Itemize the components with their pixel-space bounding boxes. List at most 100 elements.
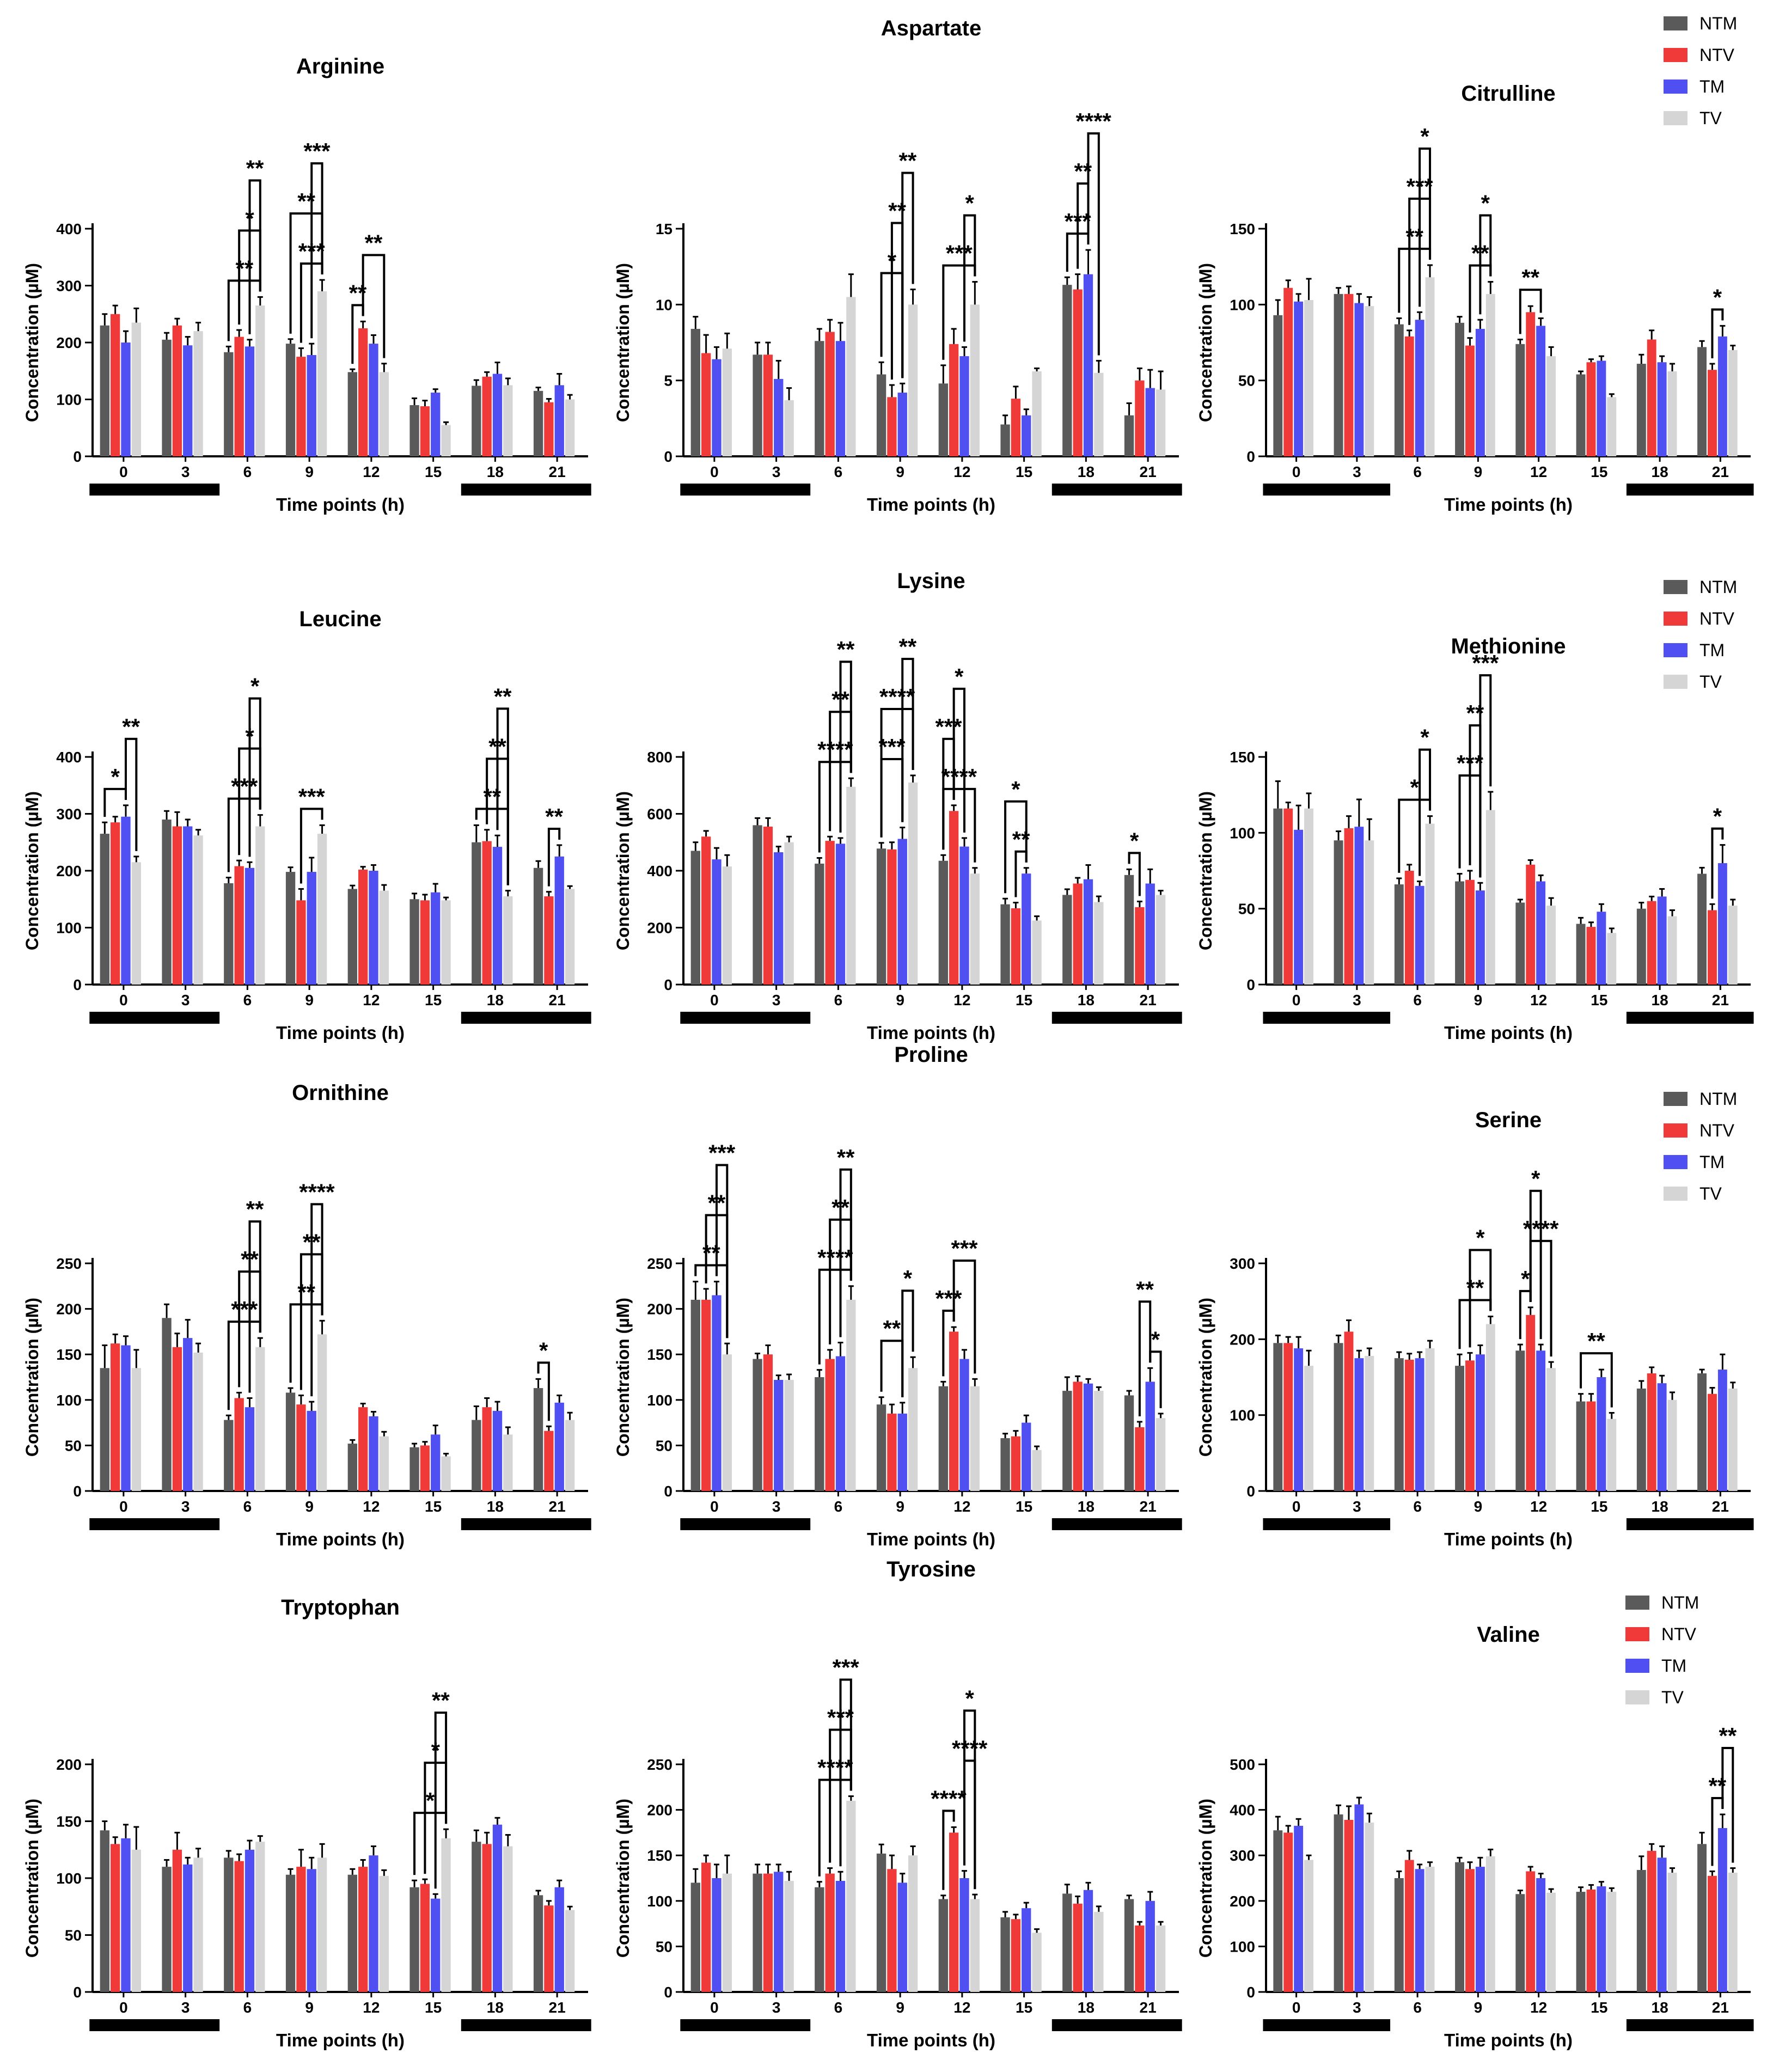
bar-ntm xyxy=(1062,1893,1072,1992)
y-tick-label: 150 xyxy=(1230,749,1255,766)
legend-label: NTV xyxy=(1699,609,1735,628)
x-axis-label: Time points (h) xyxy=(276,1529,405,1549)
x-tick-label: 3 xyxy=(1353,463,1361,480)
x-axis-label: Time points (h) xyxy=(867,1529,995,1549)
bar-tv xyxy=(255,1347,265,1491)
bar-tv xyxy=(565,1910,575,1992)
bar-tv xyxy=(1094,902,1104,985)
x-tick-label: 21 xyxy=(1712,1498,1729,1515)
y-axis-label: Concentration (µM) xyxy=(613,263,633,422)
x-tick-label: 21 xyxy=(1712,1999,1729,2016)
y-tick-label: 100 xyxy=(1230,1938,1255,1955)
significance-label: * xyxy=(965,191,974,216)
x-tick-label: 9 xyxy=(896,1498,904,1515)
bar-ntm xyxy=(285,872,296,985)
bar-tv xyxy=(1304,1860,1313,1992)
bar-tm xyxy=(1354,827,1364,985)
dark-period-bar xyxy=(680,1518,811,1530)
bar-tv xyxy=(503,1434,513,1491)
y-tick-label: 150 xyxy=(647,1346,672,1363)
significance-bracket xyxy=(413,1812,448,1875)
dark-period-bar xyxy=(1626,484,1754,496)
bar-tv xyxy=(1032,1450,1042,1491)
x-tick-label: 12 xyxy=(953,1498,970,1515)
bar-tm xyxy=(492,1410,503,1491)
significance-bracket xyxy=(1469,1249,1492,1348)
dark-period-bar xyxy=(461,484,591,496)
y-tick-label: 0 xyxy=(1246,448,1255,465)
significance-label: **** xyxy=(299,1179,335,1205)
bar-tv xyxy=(1155,1925,1166,1992)
bar-tv xyxy=(1728,350,1738,456)
significance-bracket xyxy=(434,1712,448,1889)
legend-swatch xyxy=(1625,1596,1649,1610)
bar-tm xyxy=(1717,863,1727,985)
x-tick-label: 0 xyxy=(710,1999,719,2016)
x-tick-label: 9 xyxy=(1474,992,1483,1009)
bar-ntm xyxy=(1000,1917,1010,1992)
dark-period-bar xyxy=(461,1012,591,1024)
x-tick-label: 6 xyxy=(243,1999,252,2016)
significance-label: **** xyxy=(879,684,915,710)
bar-ntm xyxy=(1062,1391,1072,1491)
bar-tm xyxy=(369,871,378,985)
significance-bracket xyxy=(227,1321,261,1410)
significance-bracket xyxy=(839,1168,852,1337)
significance-bracket xyxy=(963,214,976,342)
x-axis-label: Time points (h) xyxy=(1444,1023,1573,1043)
bar-ntv xyxy=(358,1867,368,1992)
legend-swatch xyxy=(1625,1690,1649,1704)
bar-tm xyxy=(1536,1350,1546,1491)
bar-tv xyxy=(193,1857,203,1992)
x-tick-label: 0 xyxy=(710,1498,719,1515)
significance-label: * xyxy=(1151,1327,1160,1352)
x-tick-label: 21 xyxy=(549,1498,566,1515)
panel-title: Methionine xyxy=(1451,634,1566,658)
y-axis-label: Concentration (µM) xyxy=(22,1799,42,1958)
significance-label: ** xyxy=(246,155,264,181)
bar-ntv xyxy=(482,376,492,456)
x-tick-label: 9 xyxy=(1474,463,1483,480)
y-tick-label: 150 xyxy=(56,1346,82,1363)
bar-tm xyxy=(959,356,969,456)
panel-leucine: Leucine 0 100 200 300 400 Concentration (µM) 0 3… xyxy=(22,607,591,1043)
x-tick-label: 15 xyxy=(1016,992,1032,1009)
bar-tm xyxy=(897,839,907,985)
significance-bracket xyxy=(289,1303,323,1383)
x-tick-label: 21 xyxy=(1140,463,1157,480)
bar-ntm xyxy=(472,1420,481,1491)
bar-tm xyxy=(774,852,784,985)
bar-tv xyxy=(722,866,732,985)
significance-bracket xyxy=(310,162,323,339)
bar-ntm xyxy=(162,339,172,456)
bar-tm xyxy=(1354,1358,1364,1491)
x-tick-label: 0 xyxy=(119,1498,128,1515)
y-tick-label: 500 xyxy=(1230,1756,1255,1773)
y-tick-label: 300 xyxy=(1230,1255,1255,1272)
y-tick-label: 100 xyxy=(1230,296,1255,313)
bar-tv xyxy=(1667,1399,1677,1491)
significance-label: * xyxy=(539,1337,548,1363)
bar-tm xyxy=(774,378,784,456)
significance-bracket xyxy=(227,279,261,341)
bar-tm xyxy=(1597,1886,1606,1992)
significance-bracket xyxy=(942,787,976,863)
bar-tv xyxy=(1607,397,1617,456)
bar-ntm xyxy=(285,344,296,456)
x-tick-label: 3 xyxy=(772,1999,781,2016)
x-tick-label: 21 xyxy=(1712,992,1729,1009)
x-tick-label: 15 xyxy=(425,1999,442,2016)
bar-ntv xyxy=(825,1359,835,1491)
bar-ntv xyxy=(1526,312,1536,456)
bar-tv xyxy=(317,1334,327,1491)
significance-bracket xyxy=(496,707,509,885)
y-tick-label: 200 xyxy=(56,1756,82,1773)
bar-ntm xyxy=(1394,324,1404,456)
significance-label: * xyxy=(1713,284,1722,310)
significance-bracket xyxy=(1004,800,1028,894)
x-tick-label: 6 xyxy=(1413,992,1422,1009)
x-tick-label: 15 xyxy=(1591,1999,1607,2016)
legend-label: NTM xyxy=(1699,1089,1737,1109)
significance-label: * xyxy=(111,764,120,790)
x-tick-label: 3 xyxy=(1353,1498,1361,1515)
